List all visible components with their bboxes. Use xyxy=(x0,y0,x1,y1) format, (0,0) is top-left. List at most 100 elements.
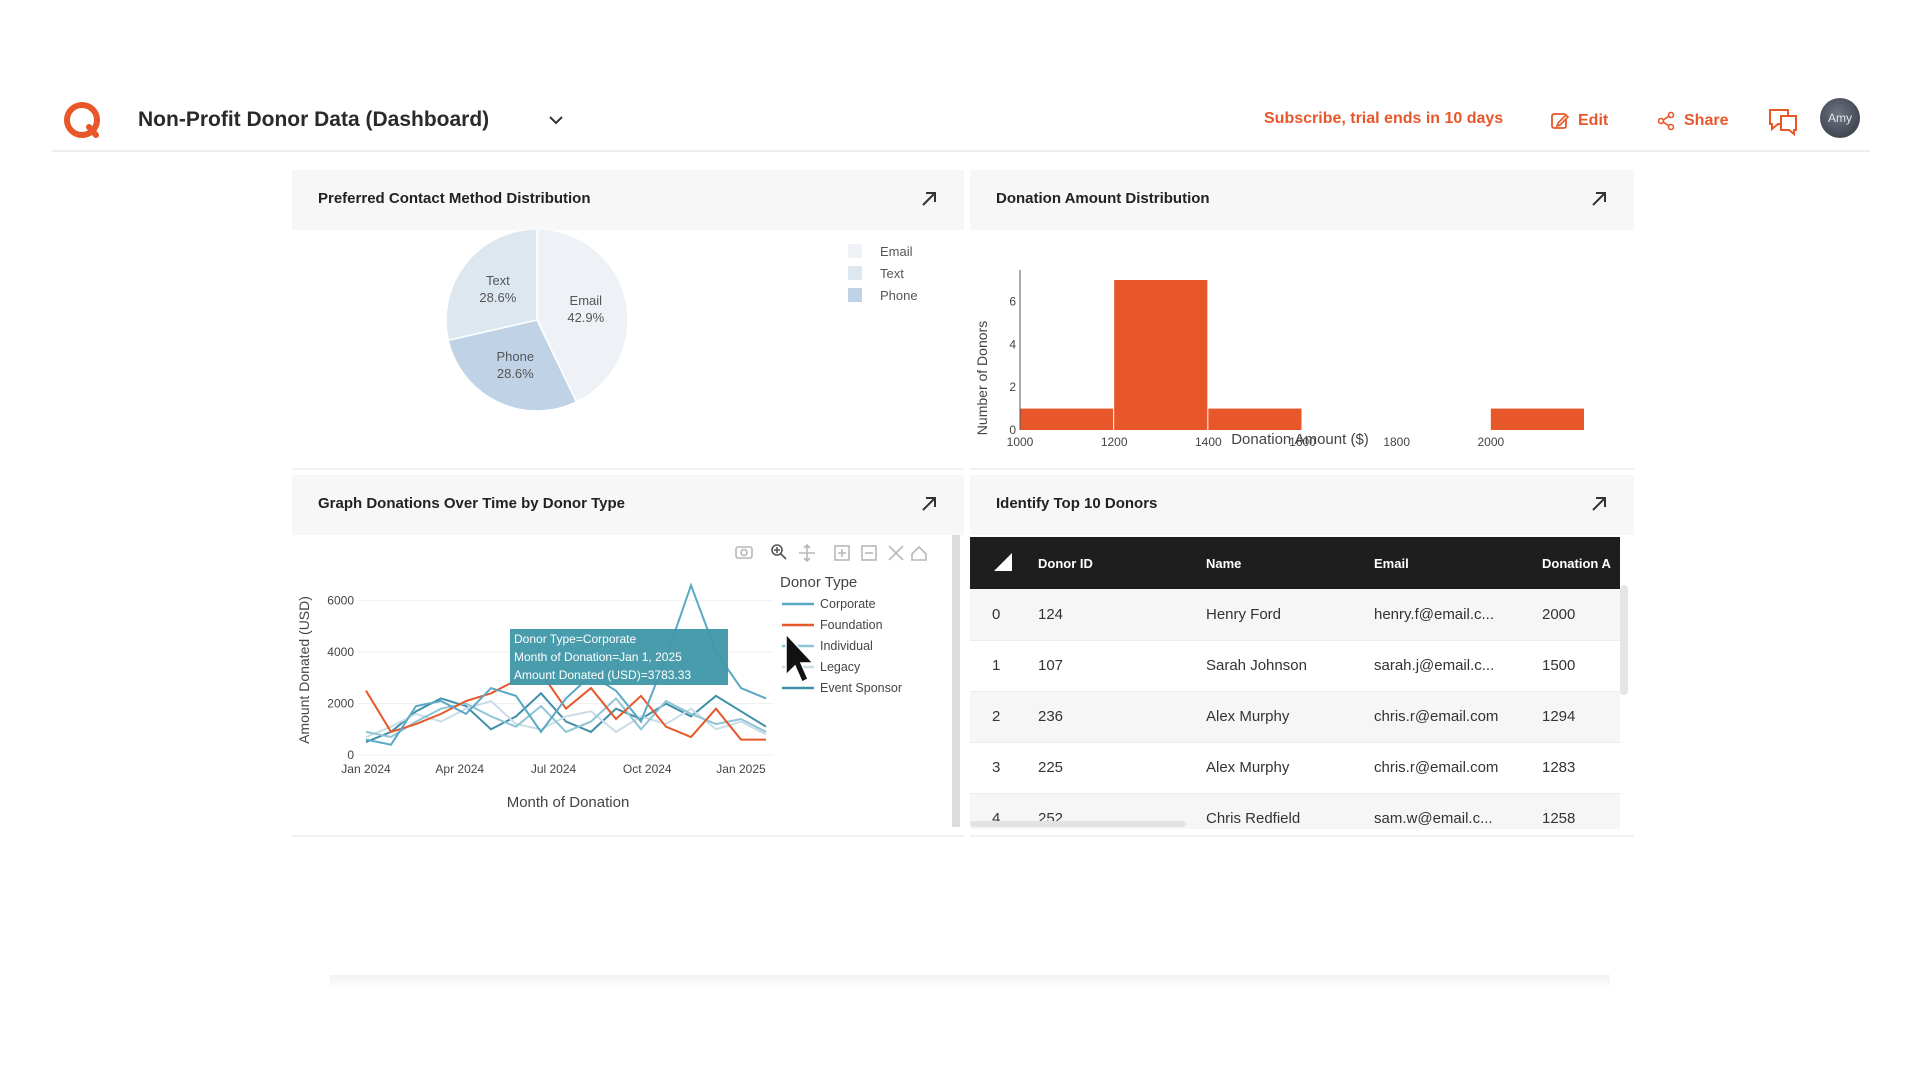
avatar[interactable]: Amy xyxy=(1820,98,1860,138)
series-line-corporate[interactable] xyxy=(365,582,767,746)
expand-icon[interactable] xyxy=(918,493,940,515)
contact-method-card: Preferred Contact Method Distribution Em… xyxy=(292,170,964,470)
zoom-icon[interactable] xyxy=(771,544,787,560)
histogram-bar[interactable] xyxy=(1114,280,1208,430)
histogram-bar[interactable] xyxy=(1490,408,1584,430)
dashboard-title[interactable]: Non-Profit Donor Data (Dashboard) xyxy=(138,108,490,131)
tooltip-line: Amount Donated (USD)=3783.33 xyxy=(514,668,691,682)
x-tick-label: 1400 xyxy=(1195,435,1222,449)
x-tick-label: Jul 2024 xyxy=(531,762,577,776)
legend-item[interactable]: Foundation xyxy=(820,618,883,632)
column-header[interactable]: Name xyxy=(1206,555,1242,571)
edit-label: Edit xyxy=(1578,112,1609,129)
pie-slice-phone[interactable] xyxy=(447,319,578,412)
pie-slice-text[interactable] xyxy=(445,230,538,342)
x-tick-label: 1200 xyxy=(1101,435,1128,449)
legend-item[interactable]: Individual xyxy=(820,639,873,653)
avatar-text: Amy xyxy=(1828,111,1852,125)
table-row[interactable]: 2 236 Alex Murphy chris.r@email.com 1294 xyxy=(970,691,1620,742)
vertical-scrollbar[interactable] xyxy=(1620,585,1628,695)
horizontal-scrollbar[interactable] xyxy=(970,821,1186,827)
email-cell: chris.r@email.com xyxy=(1374,759,1499,776)
y-tick-label: 4000 xyxy=(327,645,354,659)
edit-button[interactable]: Edit xyxy=(1550,108,1608,134)
subscribe-link[interactable]: Subscribe, trial ends in 10 days xyxy=(1264,110,1504,127)
chat-icon[interactable] xyxy=(1766,104,1800,138)
chart-toolbar xyxy=(735,543,927,563)
x-tick-label: Jan 2025 xyxy=(716,762,766,776)
share-label: Share xyxy=(1684,112,1729,129)
line-chart: 0 2000 4000 6000 Jan 2024 Apr 2024 Jul 2024 Oct… xyxy=(296,543,927,811)
donor-id-cell: 107 xyxy=(1038,657,1064,674)
camera-icon[interactable] xyxy=(735,546,753,559)
donors-table-wrap: Donor ID Name Email Donation A 0 124 Henry… xyxy=(970,537,1620,829)
histogram-bar[interactable] xyxy=(1020,408,1114,430)
name-cell: Sarah Johnson xyxy=(1206,657,1307,674)
page-bottom-shadow xyxy=(330,975,1610,989)
column-header[interactable]: Email xyxy=(1374,555,1409,571)
top-donors-card: Identify Top 10 Donors Donor ID Name Ema… xyxy=(970,475,1634,837)
card-title: Graph Donations Over Time by Donor Type xyxy=(318,495,625,512)
pie-slice-email[interactable] xyxy=(536,230,629,403)
card-header: Graph Donations Over Time by Donor Type xyxy=(292,475,964,535)
series-line-legacy[interactable] xyxy=(365,699,767,738)
email-cell: sam.w@email.c... xyxy=(1374,810,1493,827)
series-line-foundation[interactable] xyxy=(365,671,766,741)
panel-divider[interactable] xyxy=(952,535,960,827)
app-logo-icon[interactable] xyxy=(62,100,102,140)
histogram-bar[interactable] xyxy=(1208,408,1302,430)
series-line-individual[interactable] xyxy=(365,696,767,739)
card-header: Identify Top 10 Donors xyxy=(970,475,1634,535)
table-row[interactable]: 3 225 Alex Murphy chris.r@email.com 1283 xyxy=(970,742,1620,793)
legend-item[interactable]: Email xyxy=(880,244,913,259)
chevron-down-icon[interactable] xyxy=(544,108,568,132)
y-tick-label: 2 xyxy=(1009,380,1016,394)
y-tick-label: 6 xyxy=(1009,294,1016,308)
pie-chart: Email 42.9% Phone 28.6% Text 28.6% Email Text P… xyxy=(445,230,918,412)
column-header[interactable]: Donor ID xyxy=(1038,555,1093,571)
pie-slice-label: Email xyxy=(570,293,603,308)
y-tick-label: 6000 xyxy=(327,594,354,608)
zoom-out-icon[interactable] xyxy=(861,545,877,561)
legend-item[interactable]: Text xyxy=(880,266,904,281)
pie-slice-percent: 28.6% xyxy=(497,366,534,381)
y-axis-label: Amount Donated (USD) xyxy=(296,596,312,744)
pan-icon[interactable] xyxy=(799,543,815,563)
name-cell: Henry Ford xyxy=(1206,605,1282,623)
share-button[interactable]: Share xyxy=(1656,108,1728,134)
autoscale-icon[interactable] xyxy=(888,545,904,561)
amount-cell: 1258 xyxy=(1542,810,1576,827)
home-icon[interactable] xyxy=(911,545,927,561)
share-icon xyxy=(1657,111,1675,131)
zoom-in-icon[interactable] xyxy=(834,545,850,561)
expand-icon[interactable] xyxy=(918,188,940,210)
row-index: 4 xyxy=(992,810,1001,827)
y-axis-label: Number of Donors xyxy=(974,321,990,435)
card-header: Preferred Contact Method Distribution xyxy=(292,170,964,230)
table-row[interactable]: 1 107 Sarah Johnson sarah.j@email.c... 1500 xyxy=(970,640,1620,691)
donor-id-cell: 236 xyxy=(1038,708,1064,725)
select-all-corner[interactable] xyxy=(970,537,1038,589)
tooltip-line: Month of Donation=Jan 1, 2025 xyxy=(514,650,682,664)
x-tick-label: 1800 xyxy=(1383,435,1410,449)
app-header: Non-Profit Donor Data (Dashboard) Subscr… xyxy=(52,88,1870,152)
y-tick-label: 2000 xyxy=(327,697,354,711)
card-title: Donation Amount Distribution xyxy=(996,190,1210,207)
x-tick-label: Oct 2024 xyxy=(623,762,672,776)
table-row[interactable]: 0 124 Henry Ford henry.f@email.c... 2000 xyxy=(970,589,1620,640)
legend-item[interactable]: Event Sponsor xyxy=(820,681,902,695)
legend-item[interactable]: Corporate xyxy=(820,597,876,611)
y-tick-label: 0 xyxy=(347,748,354,762)
email-cell: henry.f@email.c... xyxy=(1374,605,1494,623)
email-cell: sarah.j@email.c... xyxy=(1374,657,1495,674)
mouse-cursor-icon xyxy=(785,632,815,684)
legend-item[interactable]: Legacy xyxy=(820,660,861,674)
x-tick-label: 1000 xyxy=(1007,435,1034,449)
legend-item[interactable]: Phone xyxy=(880,288,918,303)
name-cell: Alex Murphy xyxy=(1206,759,1290,776)
expand-icon[interactable] xyxy=(1588,493,1610,515)
donations-over-time-card: Graph Donations Over Time by Donor Type … xyxy=(292,475,964,837)
expand-icon[interactable] xyxy=(1588,188,1610,210)
legend-swatch xyxy=(848,266,862,280)
column-header[interactable]: Donation A xyxy=(1542,555,1611,571)
